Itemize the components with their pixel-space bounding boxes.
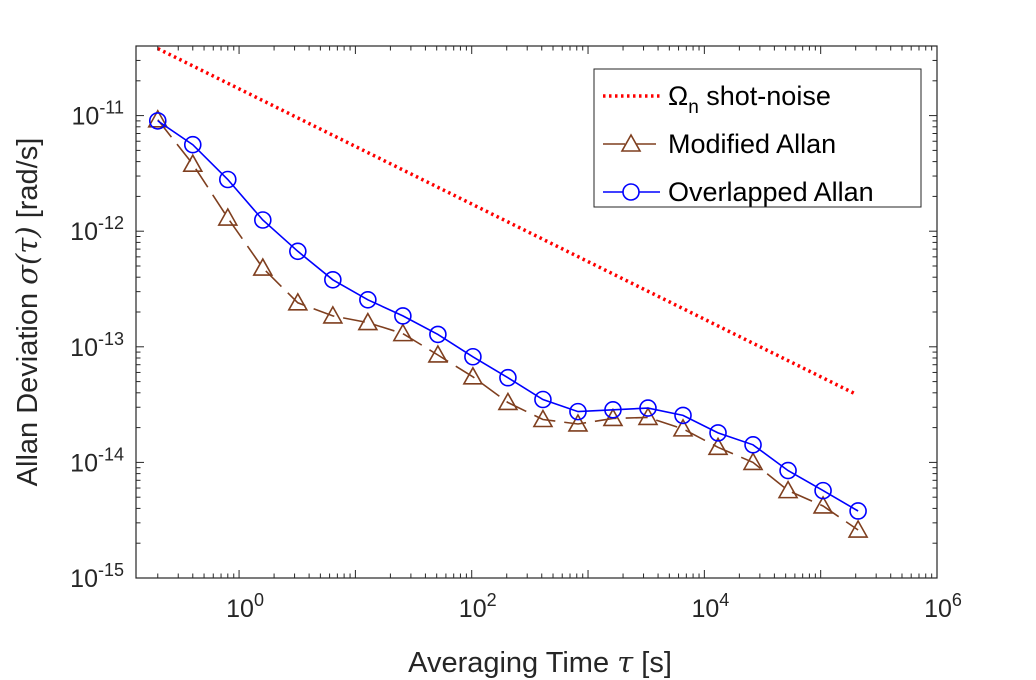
overlapped-allan-point (849, 502, 867, 520)
modified-allan-point (847, 519, 869, 538)
x-tick-label: 104 (691, 590, 729, 623)
overlapped-allan-point (429, 325, 447, 344)
overlapped-allan-point (569, 402, 587, 421)
modified-allan-point (812, 495, 834, 514)
overlapped-allan-point (254, 211, 272, 229)
modified-allan-point (147, 109, 169, 128)
y-tick-label: 10-15 (70, 560, 124, 593)
modified-allan-point (777, 479, 799, 499)
legend-box (593, 68, 922, 208)
modified-allan-point (287, 292, 309, 311)
x-tick-label: 100 (226, 590, 264, 623)
legend-label-0: Ωn shot-noise (668, 81, 831, 118)
overlapped-allan-point (324, 270, 342, 289)
modified-allan-point (427, 344, 449, 363)
legend-circle-marker (622, 183, 640, 201)
modified-allan-point (392, 322, 414, 342)
x-axis-title: Averaging Time τ [s] (408, 645, 672, 679)
x-tick-label: 102 (459, 590, 497, 623)
overlapped-allan-point (359, 291, 377, 309)
y-tick-label: 10-11 (72, 98, 125, 131)
overlapped-allan-point (289, 242, 307, 261)
series-line-2 (157, 120, 859, 512)
y-tick-label: 10-12 (70, 213, 124, 246)
y-tick-label: 10-14 (70, 444, 124, 477)
x-tick-label: 106 (924, 590, 962, 623)
overlapped-allan-point (639, 399, 657, 417)
modified-allan-point (707, 436, 729, 456)
legend-triangle-marker (620, 133, 642, 152)
axes: 100 102 104 106 10-15 10-14 10-13 10-12 10-11 (70, 45, 962, 623)
overlapped-allan-point (148, 112, 167, 130)
y-tick-label: 10-13 (70, 329, 124, 362)
overlapped-allan-point (394, 307, 412, 325)
modified-allan-point (182, 153, 204, 172)
overlapped-allan-point (464, 347, 482, 366)
overlapped-allan-point (218, 170, 237, 189)
series-line-0 (157, 47, 857, 396)
modified-allan-point (742, 451, 764, 471)
modified-allan-point (322, 305, 344, 324)
plot-content (147, 47, 869, 538)
overlapped-allan-point (744, 435, 762, 454)
overlapped-allan-point (709, 424, 727, 442)
legend: Ωn shot-noise Modified Allan Overlapped Al… (593, 68, 922, 208)
overlapped-allan-point (183, 135, 202, 154)
overlapped-allan-point (604, 401, 622, 419)
modified-allan-point (217, 207, 239, 226)
overlapped-allan-point (814, 481, 832, 500)
modified-allan-point (672, 418, 694, 437)
modified-allan-point (637, 406, 659, 426)
modified-allan-point (532, 408, 554, 428)
overlapped-allan-point (499, 368, 517, 387)
modified-allan-point (252, 257, 274, 276)
y-axis-title: Allan Deviation σ(τ) [rad/s] (10, 138, 44, 487)
modified-allan-point (462, 366, 484, 385)
overlapped-allan-point (779, 461, 797, 480)
modified-allan-point (497, 391, 519, 411)
modified-allan-point (602, 407, 624, 427)
legend-label-2: Overlapped Allan (668, 177, 874, 207)
modified-allan-point (567, 413, 589, 432)
legend-label-1: Modified Allan (668, 129, 836, 159)
modified-allan-point (357, 311, 379, 331)
overlapped-allan-point (674, 406, 692, 425)
series-line-1 (157, 119, 859, 531)
overlapped-allan-point (534, 390, 552, 409)
